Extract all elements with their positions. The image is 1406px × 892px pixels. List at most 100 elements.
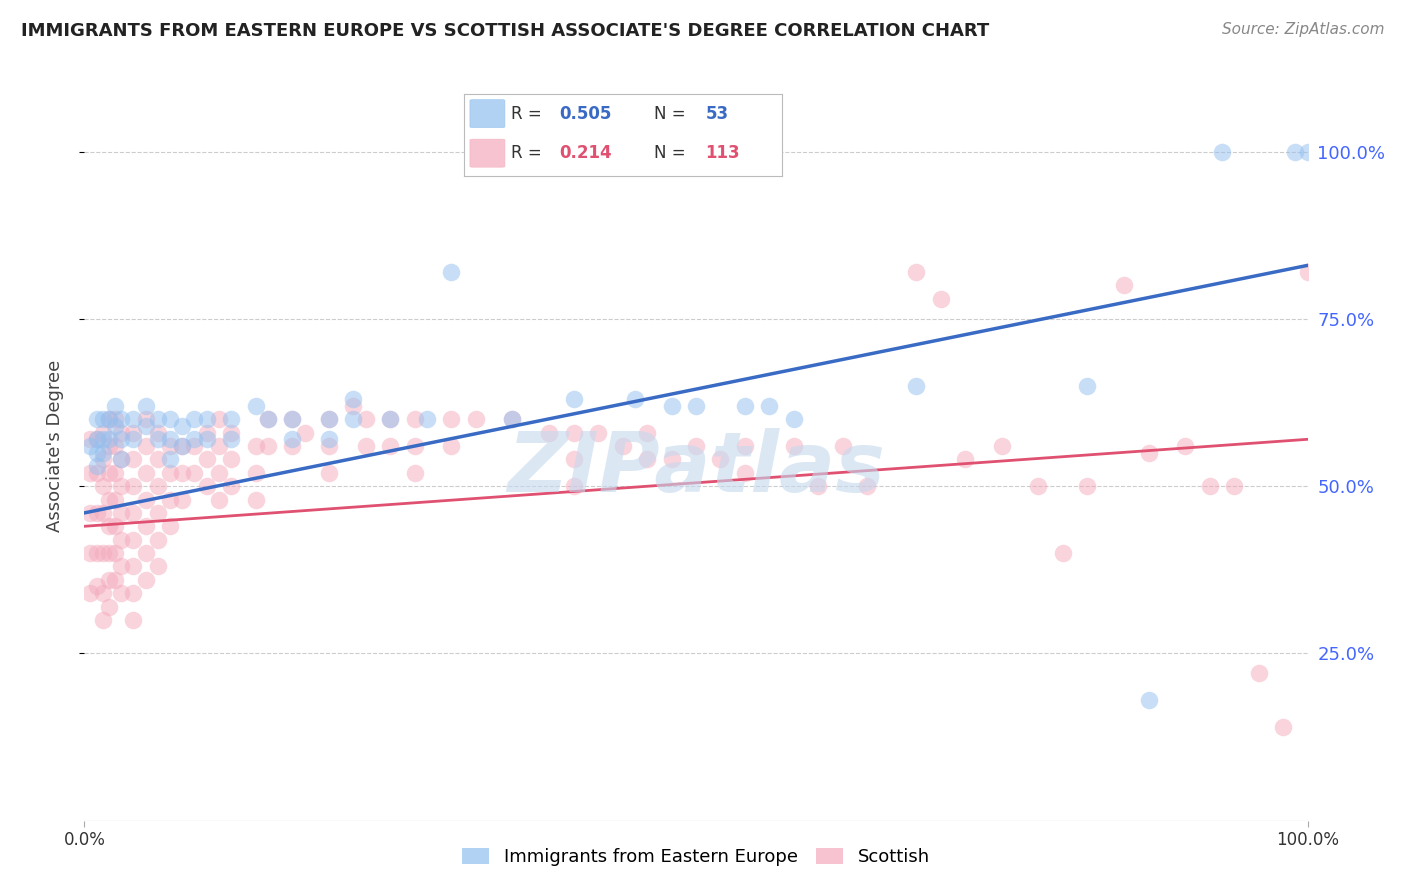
Point bbox=[91, 425, 114, 440]
Point bbox=[318, 439, 340, 453]
Point bbox=[195, 412, 218, 426]
Point bbox=[104, 573, 127, 587]
Point bbox=[183, 439, 205, 453]
Point bbox=[159, 433, 181, 447]
Point bbox=[257, 439, 280, 453]
Point bbox=[146, 533, 169, 547]
Point bbox=[91, 546, 114, 560]
Point bbox=[219, 433, 242, 447]
Point bbox=[281, 412, 304, 426]
Point bbox=[104, 546, 127, 560]
Point bbox=[172, 466, 194, 480]
Point bbox=[104, 519, 127, 533]
Point bbox=[79, 546, 101, 560]
Point bbox=[734, 439, 756, 453]
Point bbox=[380, 412, 402, 426]
Point bbox=[636, 452, 658, 467]
Point bbox=[318, 412, 340, 426]
Point bbox=[257, 412, 280, 426]
Point bbox=[318, 433, 340, 447]
Point bbox=[146, 425, 169, 440]
Point bbox=[110, 479, 132, 493]
Point bbox=[1028, 479, 1050, 493]
Point bbox=[97, 433, 120, 447]
Point bbox=[929, 292, 952, 306]
Point bbox=[208, 439, 231, 453]
Point bbox=[1076, 379, 1098, 393]
Point bbox=[104, 439, 127, 453]
Point bbox=[122, 425, 145, 440]
Point bbox=[404, 466, 426, 480]
Point bbox=[905, 265, 928, 279]
Point bbox=[86, 466, 108, 480]
Point bbox=[91, 479, 114, 493]
Point bbox=[661, 399, 683, 413]
Point bbox=[183, 466, 205, 480]
Point bbox=[122, 433, 145, 447]
Point bbox=[1223, 479, 1246, 493]
Point bbox=[245, 439, 267, 453]
Point bbox=[562, 452, 585, 467]
Point bbox=[1296, 145, 1319, 159]
Point bbox=[97, 492, 120, 507]
Point bbox=[86, 446, 108, 460]
Point bbox=[1211, 145, 1233, 159]
Point bbox=[245, 492, 267, 507]
Text: Source: ZipAtlas.com: Source: ZipAtlas.com bbox=[1222, 22, 1385, 37]
Point bbox=[538, 425, 561, 440]
Point bbox=[219, 479, 242, 493]
Point bbox=[1272, 720, 1295, 734]
Point bbox=[281, 439, 304, 453]
Point bbox=[219, 425, 242, 440]
Point bbox=[122, 479, 145, 493]
Point bbox=[380, 412, 402, 426]
Point bbox=[172, 439, 194, 453]
Point bbox=[86, 546, 108, 560]
Point bbox=[122, 533, 145, 547]
Point bbox=[172, 492, 194, 507]
Point bbox=[146, 412, 169, 426]
Point bbox=[1296, 265, 1319, 279]
Point bbox=[97, 412, 120, 426]
Point bbox=[79, 439, 101, 453]
Point bbox=[91, 433, 114, 447]
Point bbox=[86, 459, 108, 474]
Point bbox=[135, 439, 157, 453]
Point bbox=[122, 613, 145, 627]
Point bbox=[1247, 666, 1270, 681]
Point bbox=[79, 586, 101, 600]
Point bbox=[146, 433, 169, 447]
Point bbox=[661, 452, 683, 467]
Point bbox=[219, 452, 242, 467]
Point bbox=[440, 412, 463, 426]
Point bbox=[97, 573, 120, 587]
Point bbox=[294, 425, 316, 440]
Point bbox=[245, 466, 267, 480]
Point bbox=[86, 412, 108, 426]
Point bbox=[159, 492, 181, 507]
Point bbox=[831, 439, 853, 453]
Point bbox=[208, 466, 231, 480]
Point bbox=[208, 492, 231, 507]
Point bbox=[146, 479, 169, 493]
Point bbox=[183, 412, 205, 426]
Point bbox=[110, 559, 132, 574]
Point bbox=[404, 412, 426, 426]
Point bbox=[146, 506, 169, 520]
Point bbox=[1284, 145, 1306, 159]
Point bbox=[135, 412, 157, 426]
Point bbox=[97, 519, 120, 533]
Point bbox=[783, 439, 806, 453]
Point bbox=[342, 392, 364, 407]
Point bbox=[195, 452, 218, 467]
Point bbox=[172, 419, 194, 434]
Point bbox=[562, 392, 585, 407]
Point bbox=[281, 433, 304, 447]
Point bbox=[97, 546, 120, 560]
Point bbox=[1137, 693, 1160, 707]
Point bbox=[172, 439, 194, 453]
Point bbox=[79, 433, 101, 447]
Point bbox=[110, 452, 132, 467]
Point bbox=[110, 412, 132, 426]
Point bbox=[97, 412, 120, 426]
